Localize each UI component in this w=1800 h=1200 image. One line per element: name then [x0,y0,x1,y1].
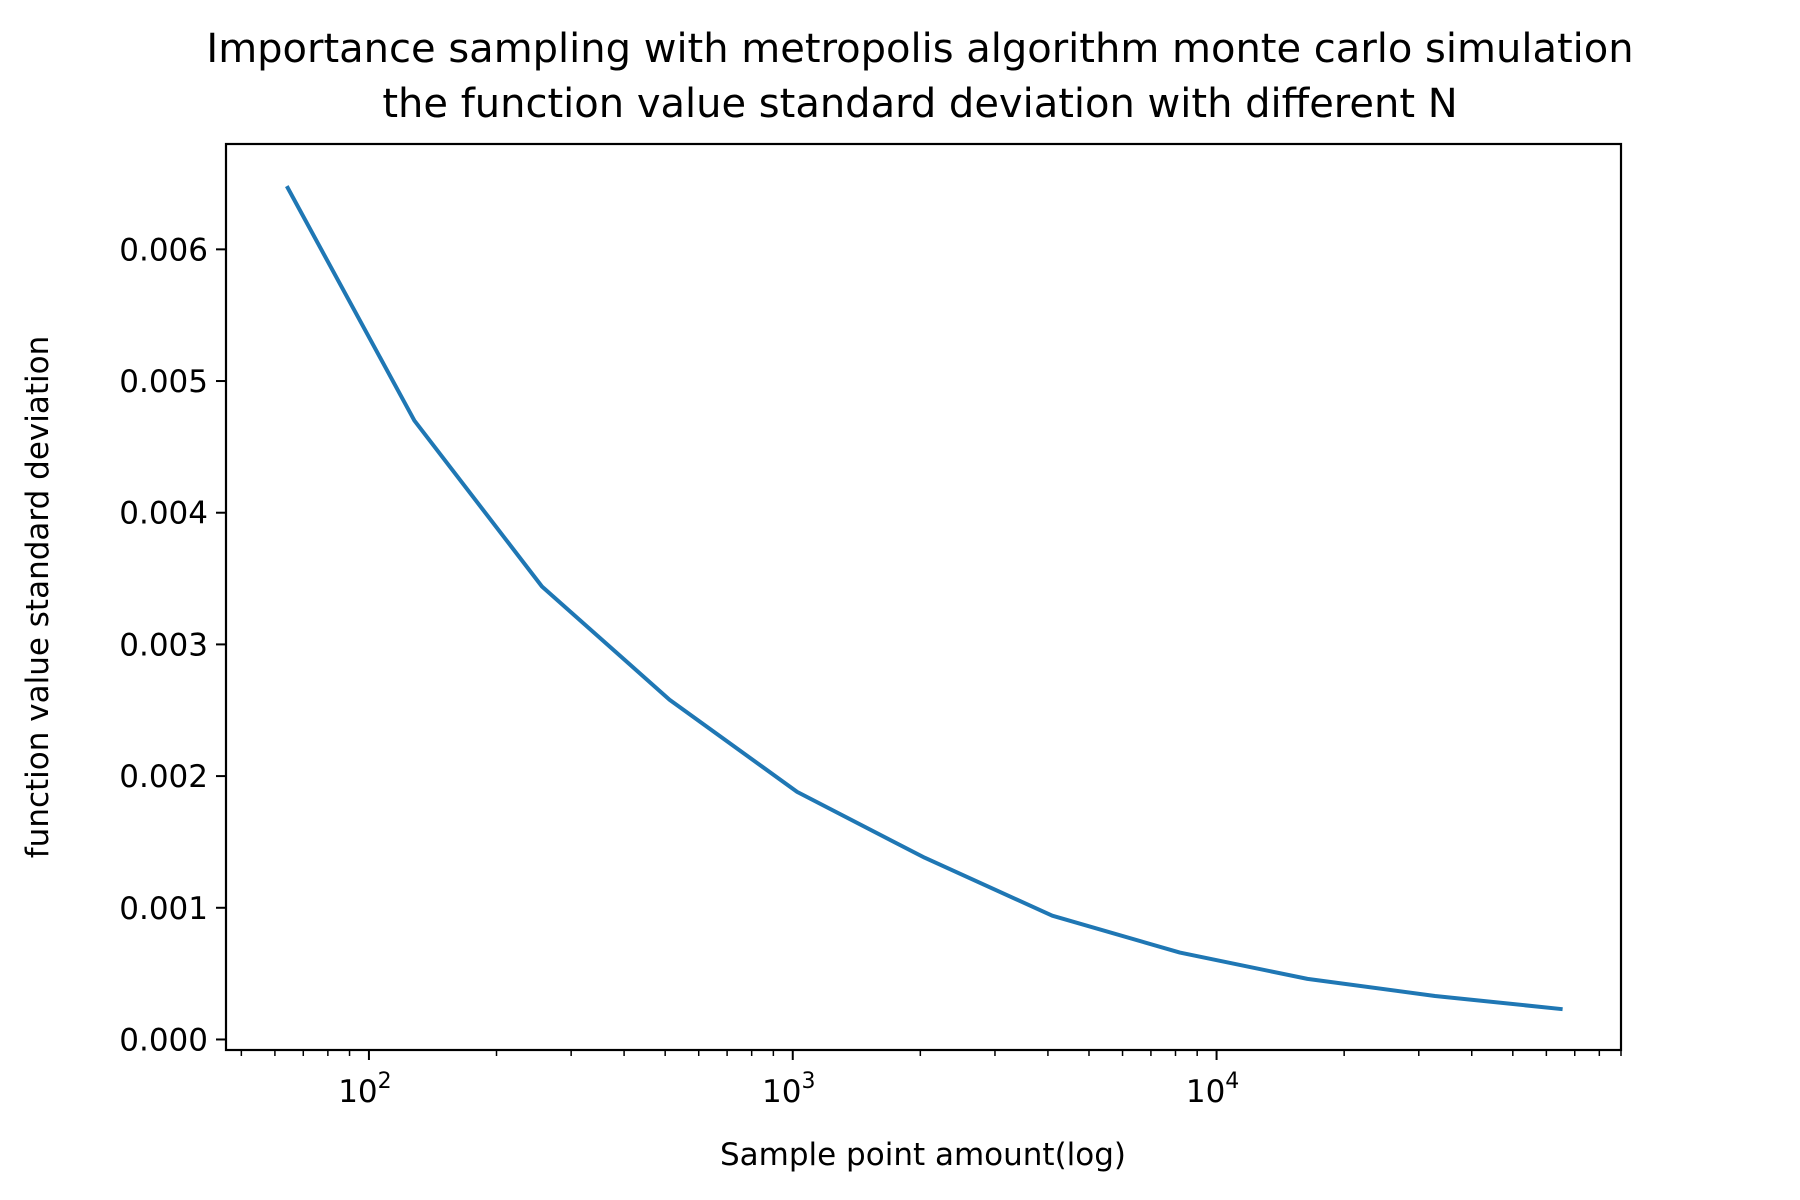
y-axis-label: function value standard deviation [20,336,56,858]
y-tick-label: 0.005 [119,364,208,400]
chart-title-line-2: the function value standard deviation wi… [382,81,1457,127]
x-tick-label: 103 [762,1069,815,1110]
x-axis-ticks: 102 103 104 [240,1050,1622,1110]
series-layer [285,185,1563,1012]
y-axis-ticks: 0.000 0.001 0.002 0.003 0.004 0.005 0.006 [119,232,226,1058]
y-tick-label: 0.000 [119,1022,208,1058]
x-tick-label: 104 [1186,1069,1239,1110]
y-tick-label: 0.004 [119,496,208,532]
x-axis-label: Sample point amount(log) [720,1137,1126,1173]
x-tick-label: 102 [338,1069,391,1110]
chart-title-line-1: Importance sampling with metropolis algo… [206,26,1633,72]
series-line-0 [285,185,1563,1012]
axes-frame [224,142,1623,1052]
y-tick-label: 0.001 [119,891,208,927]
y-tick-label: 0.006 [119,232,208,268]
y-tick-label: 0.002 [119,759,208,795]
y-tick-label: 0.003 [119,627,208,663]
